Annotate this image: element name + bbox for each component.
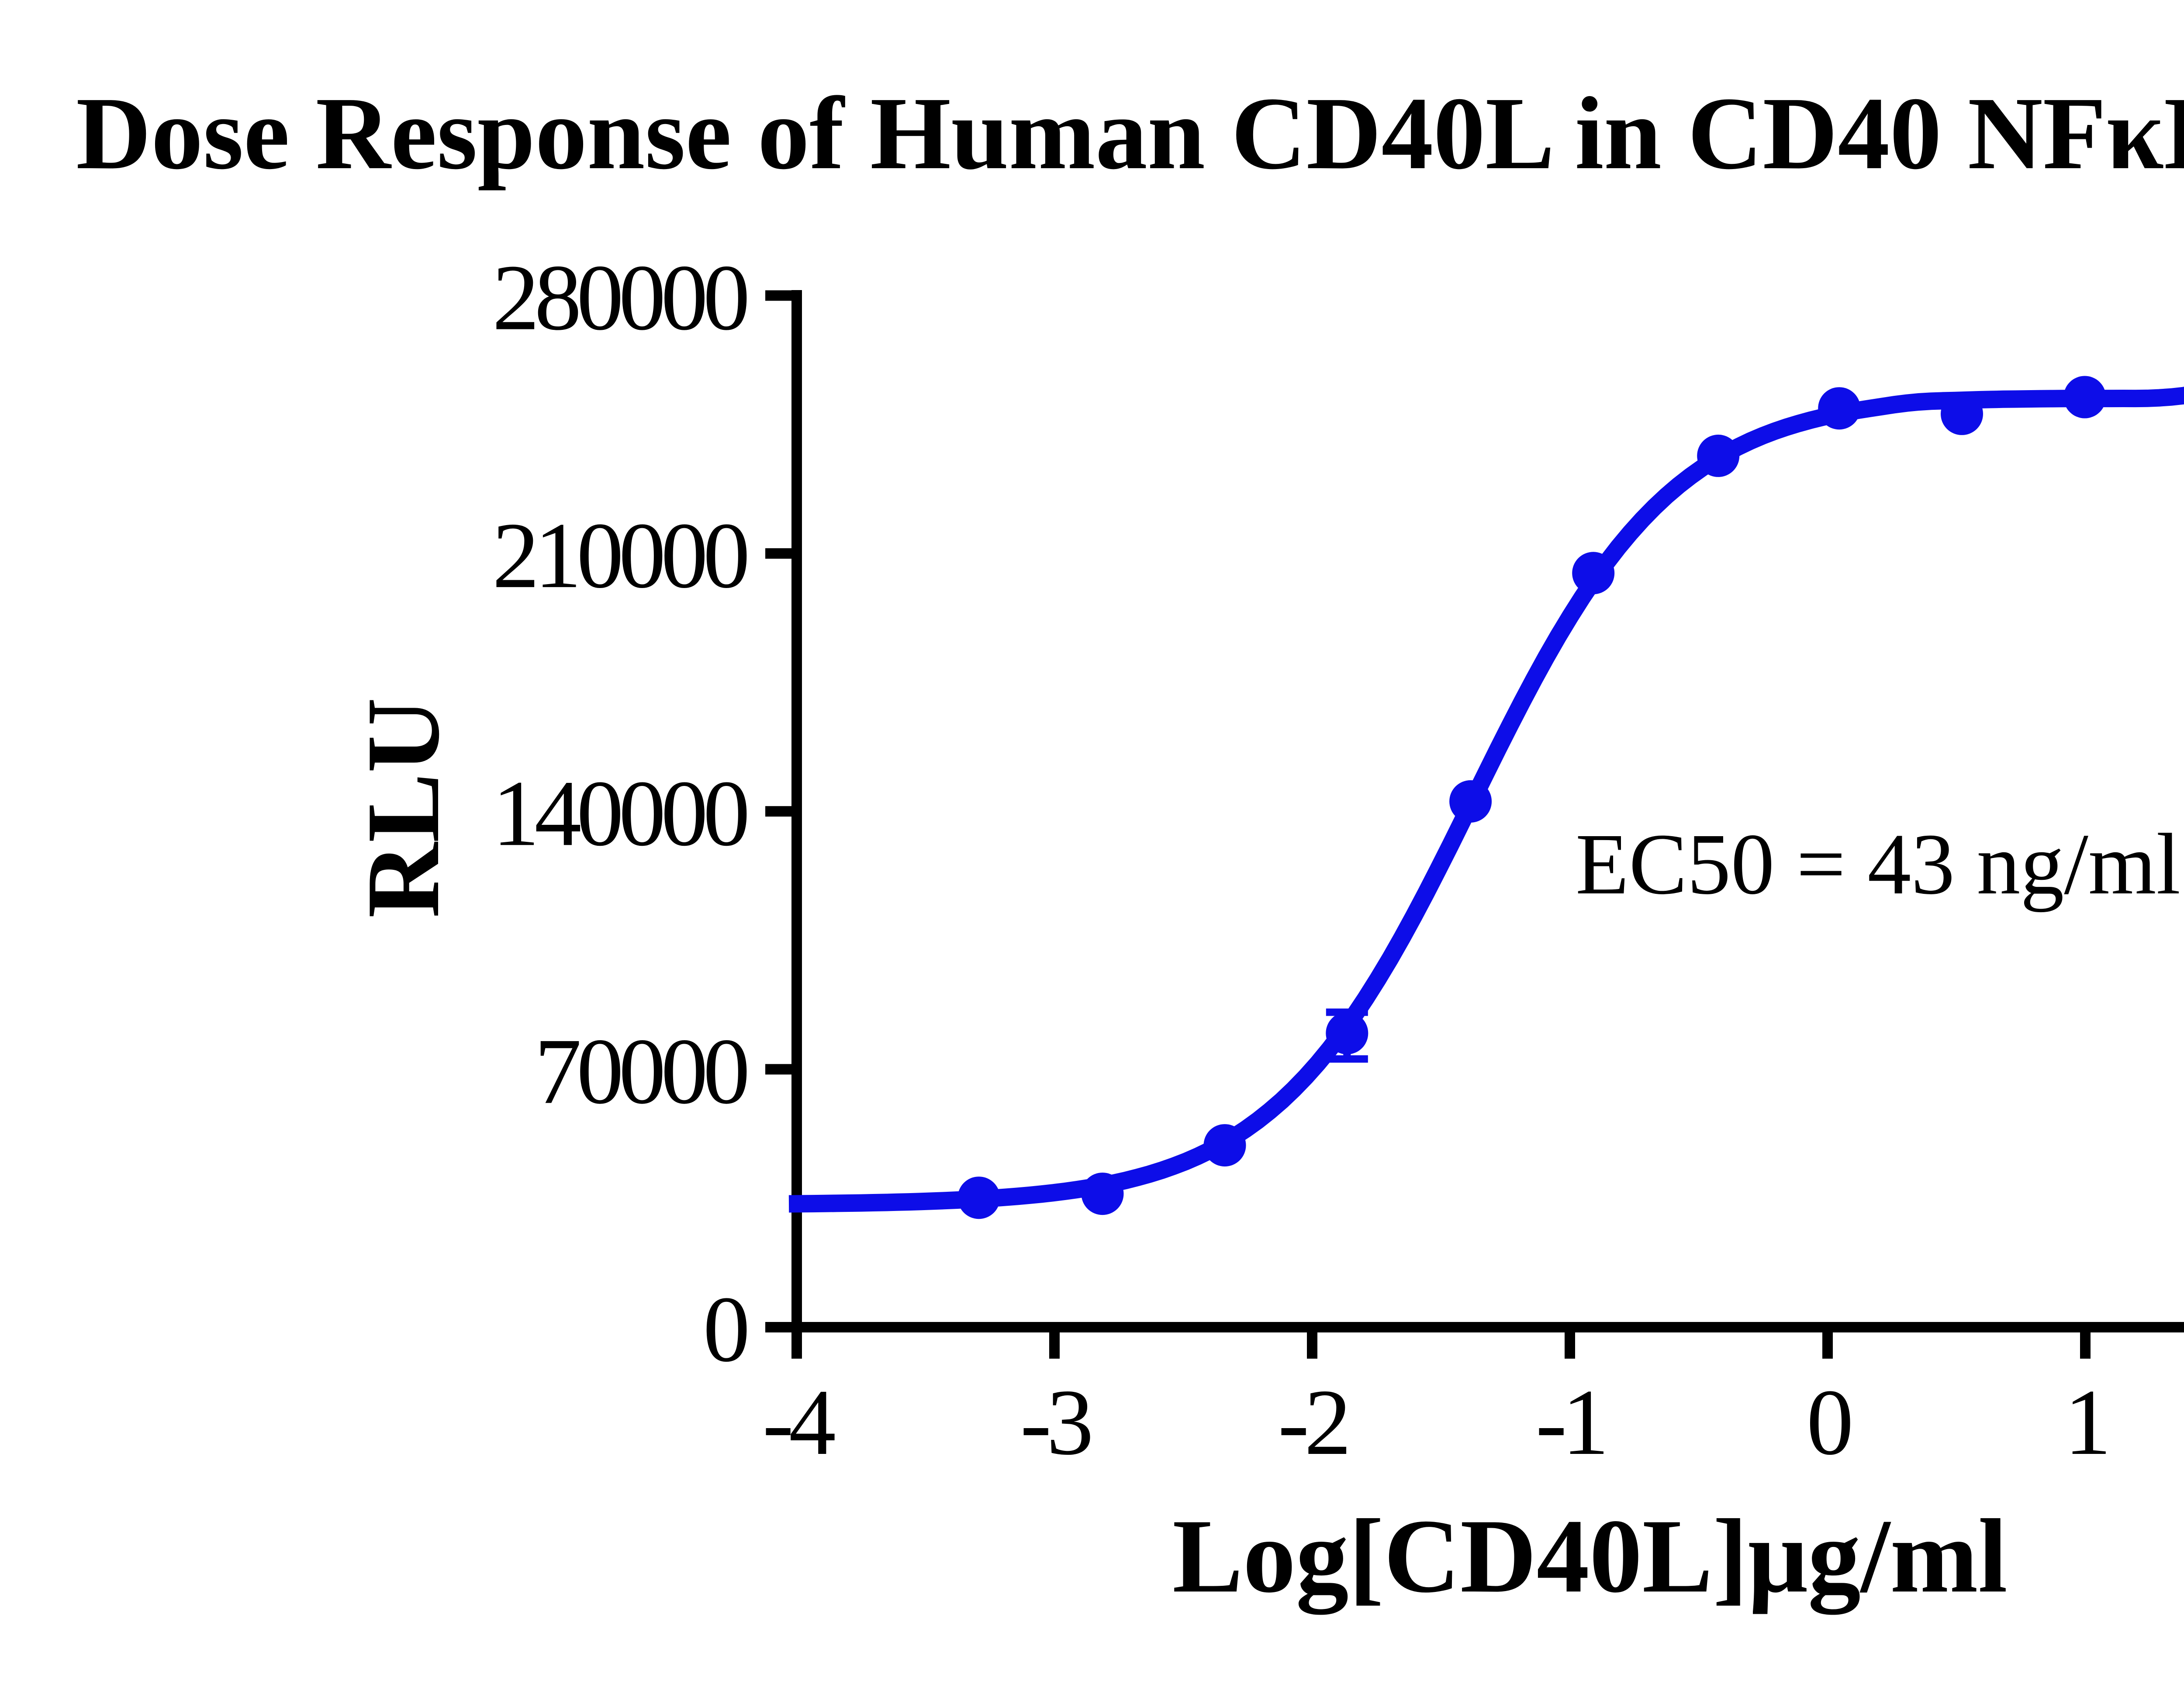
svg-text:0: 0 [1807, 1370, 1850, 1474]
svg-text:EC50 = 43 ng/ml: EC50 = 43 ng/ml [1576, 816, 2181, 913]
svg-text:-2: -2 [1278, 1370, 1347, 1474]
svg-text:280000: 280000 [492, 246, 747, 350]
svg-text:Dose Response of Human CD40L i: Dose Response of Human CD40L in CD40 NFκ… [76, 70, 2184, 192]
svg-text:-4: -4 [763, 1370, 835, 1474]
svg-text:210000: 210000 [492, 503, 747, 608]
svg-text:-1: -1 [1536, 1370, 1604, 1474]
svg-text:140000: 140000 [492, 761, 747, 865]
svg-text:70000: 70000 [535, 1019, 747, 1124]
svg-text:Log[CD40L]μg/ml: Log[CD40L]μg/ml [1172, 1498, 2008, 1615]
svg-text:0: 0 [703, 1277, 747, 1381]
svg-text:-3: -3 [1020, 1370, 1090, 1474]
svg-text:1: 1 [2064, 1370, 2107, 1474]
svg-text:RLU: RLU [345, 698, 461, 918]
